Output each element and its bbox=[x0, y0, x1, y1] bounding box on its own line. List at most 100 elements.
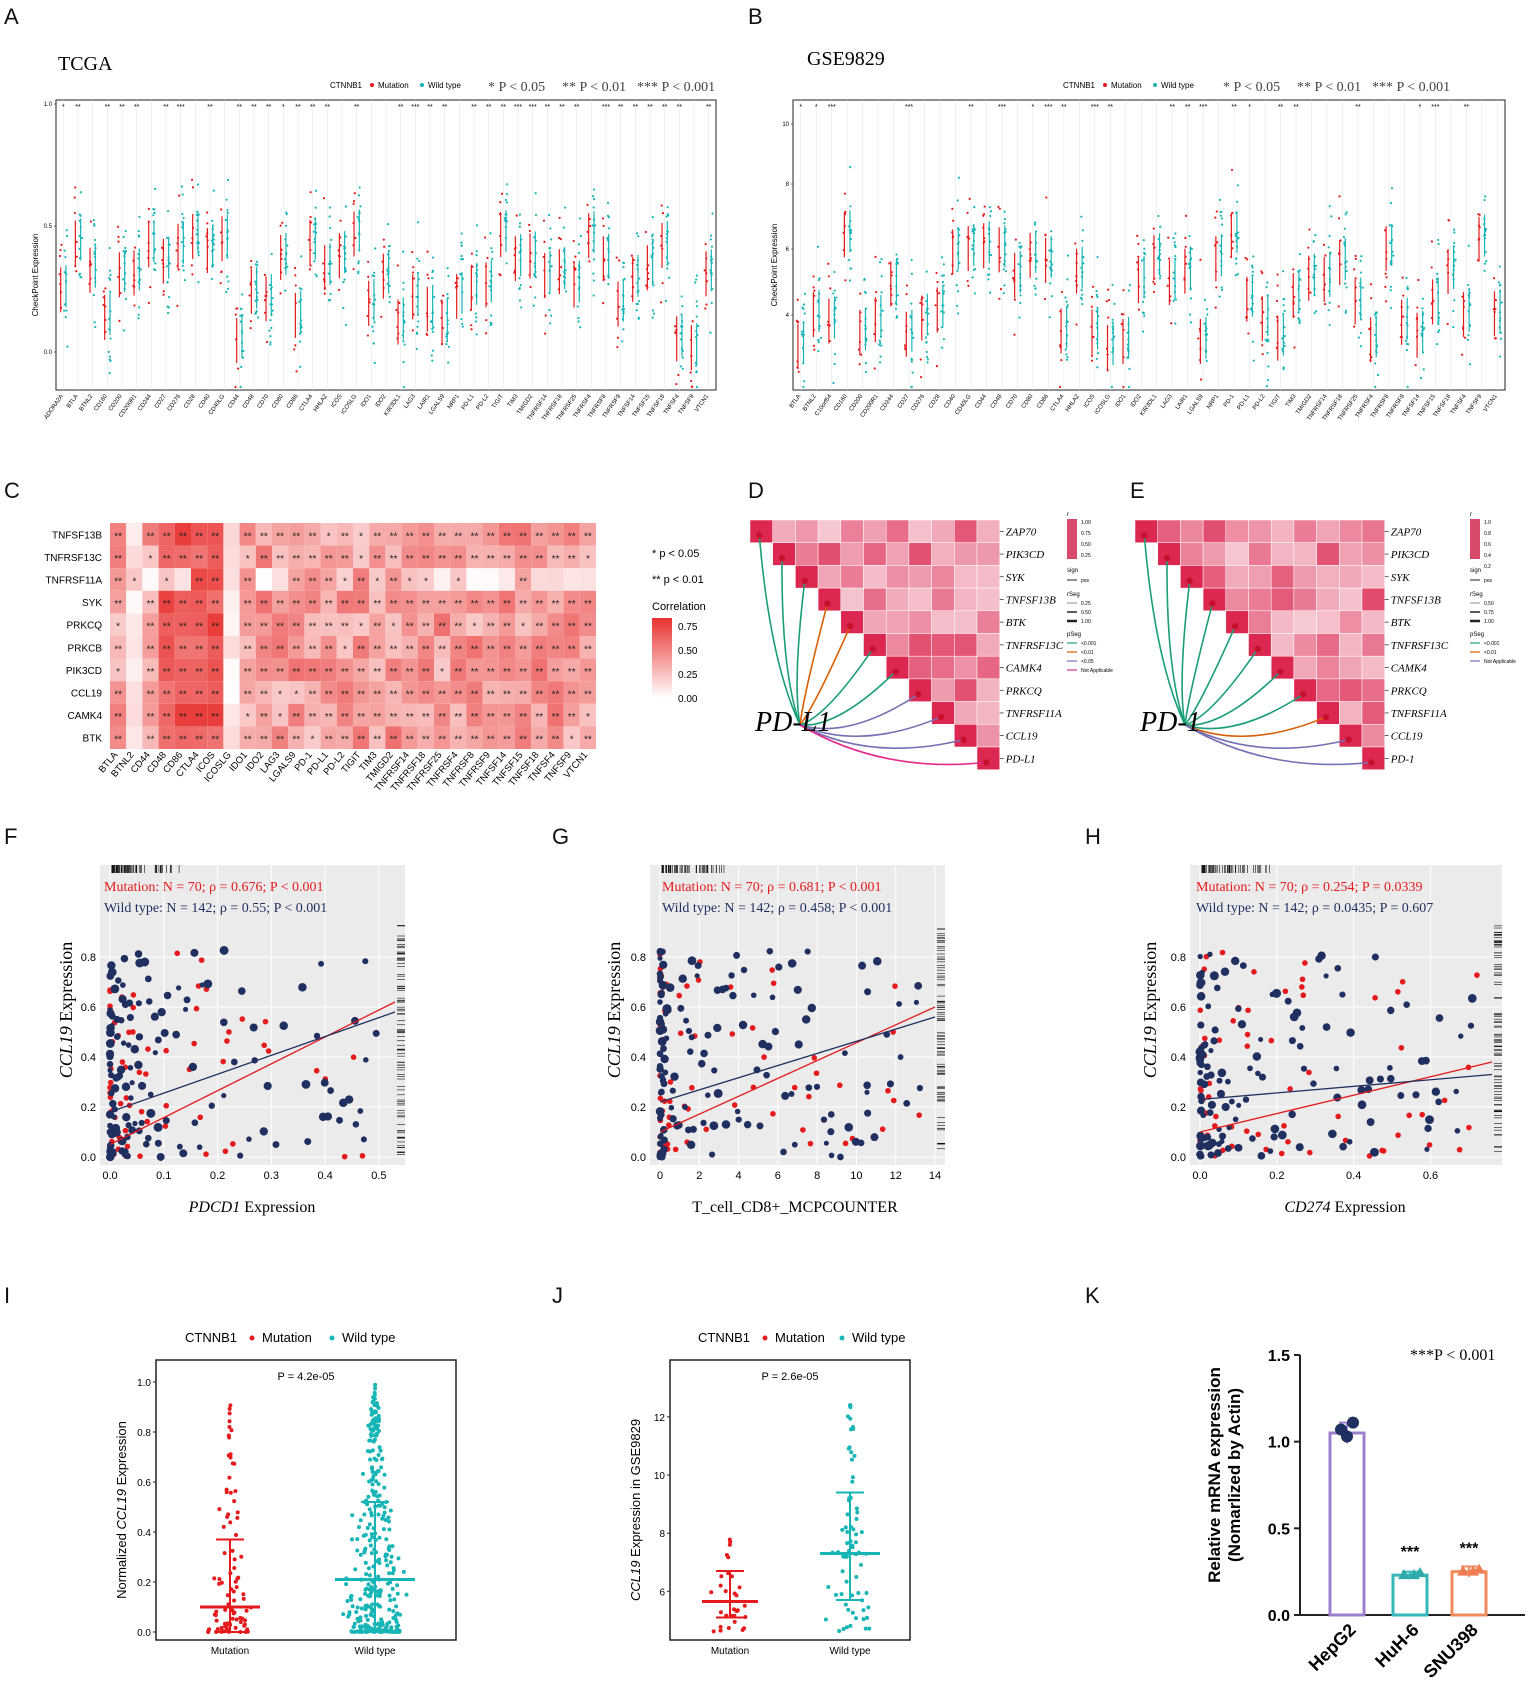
swarm-point bbox=[373, 1416, 378, 1421]
legend-pseg-item: <0.001 bbox=[1484, 641, 1500, 647]
correlogram-cell bbox=[795, 519, 819, 543]
swarm-point bbox=[380, 1456, 385, 1461]
link-endpoint bbox=[1231, 622, 1239, 630]
data-point bbox=[1250, 264, 1254, 267]
data-point bbox=[1467, 334, 1470, 337]
data-point bbox=[344, 270, 347, 273]
heatmap-cell bbox=[320, 545, 337, 569]
data-point bbox=[431, 256, 435, 259]
heatmap-cell bbox=[466, 658, 483, 682]
wildtype-point bbox=[372, 1029, 380, 1037]
wildtype-point bbox=[656, 1014, 664, 1022]
data-point bbox=[1230, 168, 1234, 172]
legend-mutation-label: Mutation bbox=[262, 1330, 312, 1345]
sig-star: * bbox=[1032, 104, 1035, 111]
wildtype-point bbox=[851, 1137, 860, 1146]
link-curve bbox=[799, 648, 874, 726]
xcat-label: Wild type bbox=[354, 1646, 396, 1657]
cell-star: * bbox=[440, 667, 444, 678]
swarm-point bbox=[356, 1525, 361, 1530]
cell-star: ** bbox=[584, 667, 592, 678]
heatmap-cell bbox=[385, 658, 402, 682]
mutation-point bbox=[1398, 1044, 1405, 1051]
link-curve bbox=[1143, 535, 1186, 726]
link-curve bbox=[1184, 603, 1214, 726]
link-curve bbox=[781, 558, 801, 726]
wildtype-point bbox=[1236, 1102, 1242, 1108]
wildtype-point bbox=[677, 1004, 685, 1012]
wildtype-point bbox=[827, 1128, 835, 1136]
correlogram-cell bbox=[1270, 655, 1295, 680]
data-point bbox=[1158, 277, 1161, 280]
data-point bbox=[1370, 297, 1373, 300]
mutation-point bbox=[672, 1146, 679, 1153]
wildtype-point bbox=[766, 947, 774, 955]
legend-title: CTNNB1 bbox=[330, 81, 363, 90]
data-point bbox=[1309, 291, 1312, 294]
data-point bbox=[1003, 222, 1006, 225]
data-point bbox=[1003, 210, 1006, 213]
cell-star: ** bbox=[211, 531, 219, 542]
data-point bbox=[412, 266, 415, 269]
wildtype-point bbox=[1197, 974, 1204, 981]
heatmap-cell bbox=[466, 523, 483, 546]
heatmap-cell bbox=[158, 523, 175, 546]
data-point bbox=[1430, 240, 1434, 243]
heatmap-cell bbox=[498, 545, 515, 569]
wildtype-point bbox=[140, 957, 150, 967]
swarm-point bbox=[376, 1482, 381, 1487]
data-point bbox=[1368, 328, 1371, 331]
heatmap-cell bbox=[158, 613, 175, 636]
mutation-point bbox=[1466, 1124, 1472, 1131]
legend-pseg-item: <0.05 bbox=[1081, 659, 1094, 665]
data-point bbox=[431, 349, 435, 352]
data-point bbox=[1437, 331, 1440, 334]
swarm-point bbox=[212, 1576, 217, 1581]
cell-star: * bbox=[278, 712, 282, 723]
correlogram-cell bbox=[1270, 587, 1295, 612]
data-point bbox=[711, 212, 714, 215]
data-point bbox=[832, 292, 835, 295]
data-point bbox=[971, 230, 974, 233]
correlogram-cell bbox=[817, 587, 842, 612]
mutation-point bbox=[1213, 1113, 1219, 1120]
data-point bbox=[373, 321, 376, 324]
wildtype-point bbox=[134, 1060, 143, 1070]
data-point bbox=[710, 234, 713, 237]
cell-star: ** bbox=[341, 531, 349, 542]
heatmap-cell bbox=[191, 568, 208, 591]
wildtype-point bbox=[873, 956, 882, 966]
wildtype-point bbox=[828, 1152, 835, 1159]
data-point bbox=[490, 322, 493, 325]
cell-star: ** bbox=[357, 667, 365, 678]
data-point bbox=[339, 244, 342, 247]
wildtype-point bbox=[1232, 1116, 1239, 1123]
wildtype-point bbox=[665, 983, 675, 992]
mutation-point bbox=[138, 1108, 145, 1115]
data-point bbox=[268, 329, 271, 332]
data-point bbox=[1199, 258, 1202, 261]
data-point bbox=[182, 216, 185, 220]
heatmap-cell bbox=[239, 523, 256, 546]
cell-star: * bbox=[586, 554, 590, 565]
mutation-fit bbox=[1199, 1061, 1493, 1133]
data-point bbox=[1066, 356, 1069, 359]
sig-star: ** bbox=[968, 104, 974, 111]
cell-star: ** bbox=[147, 712, 155, 723]
data-point bbox=[1327, 309, 1330, 312]
panel-h-ylabel: CCL19 Expression bbox=[1140, 942, 1160, 1079]
data-point bbox=[92, 293, 95, 297]
data-point bbox=[666, 206, 669, 209]
panel-label-j: J bbox=[552, 1283, 563, 1308]
cell-star: ** bbox=[211, 554, 219, 565]
data-point bbox=[1283, 344, 1286, 348]
heatmap-cell bbox=[385, 613, 402, 636]
wildtype-point bbox=[683, 1017, 690, 1024]
swarm-point bbox=[241, 1596, 246, 1601]
data-point bbox=[974, 267, 977, 271]
data-point bbox=[180, 185, 183, 188]
data-point bbox=[1095, 289, 1098, 293]
cell-star: ** bbox=[357, 644, 365, 655]
data-point bbox=[269, 341, 272, 344]
heatmap-cell bbox=[369, 658, 386, 682]
